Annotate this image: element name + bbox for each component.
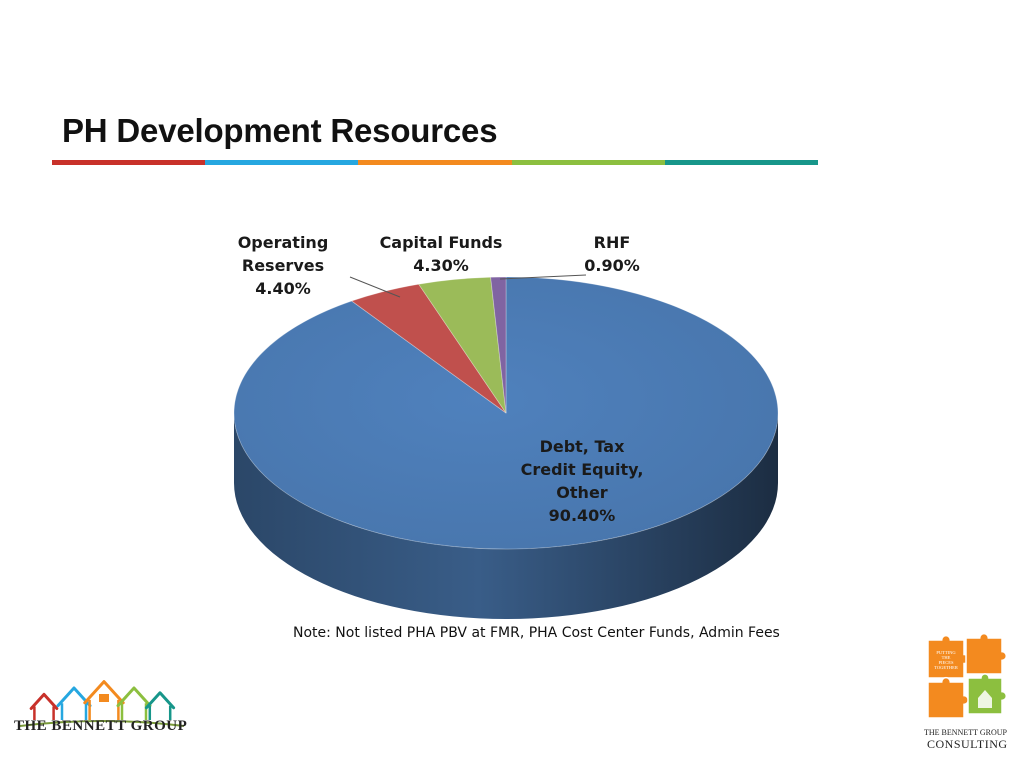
title-rule-segment-2: [205, 160, 359, 165]
house-icon: [116, 686, 152, 720]
title-rule-segment-1: [52, 160, 206, 165]
house-icon: [29, 692, 59, 720]
bennett-group-logo: [19, 680, 185, 727]
house-icon: [56, 686, 92, 720]
title-rule-segment-4: [511, 160, 665, 165]
logo-swoosh: [19, 720, 185, 727]
pie-label-2: Operating Reserves 4.40%: [238, 233, 329, 298]
title-rule-segment-3: [358, 160, 512, 165]
pie-chart: Debt, Tax Credit Equity, Other 90.40% Operat…: [233, 233, 779, 619]
pie-label-1: Debt, Tax Credit Equity, Other 90.40%: [521, 437, 644, 525]
puzzle-piece-icon: [965, 632, 1008, 675]
house-icon: [978, 690, 992, 708]
title-rule: [52, 160, 819, 165]
pie-slice-2: [350, 283, 507, 414]
pie-leader-line-2: [349, 276, 401, 298]
chart-note: Note: Not listed PHA PBV at FMR, PHA Cos…: [293, 625, 780, 641]
slide-title: PH Development Resources: [62, 112, 498, 149]
pie-label-3: Capital Funds 4.30%: [380, 233, 503, 275]
puzzle-tagline-word: PIECES: [938, 660, 954, 665]
pie-side-wall: [234, 413, 778, 619]
puzzle-tagline-word: PUTTING: [936, 650, 956, 655]
consulting-logo-line1: THE BENNETT GROUP: [924, 728, 1007, 737]
pie-slice-1: [233, 276, 779, 550]
puzzle-piece-icon: [927, 676, 970, 719]
title-rule-segment-5: [664, 160, 819, 165]
pie-slice-3: [418, 276, 507, 414]
consulting-logo-line2: CONSULTING: [927, 737, 1008, 751]
puzzle-piece-icon: [927, 634, 970, 679]
pie-label-4: RHF 0.90%: [584, 233, 640, 275]
pie-slice-4: [490, 276, 507, 414]
pie-leader-line-4: [499, 274, 587, 280]
puzzle-tagline-word: TOGETHER: [934, 665, 958, 670]
house-icon: [144, 691, 176, 720]
puzzle-tagline-word: THE: [942, 655, 951, 660]
bennett-group-logo-text: THE BENNETT GROUP: [14, 718, 188, 734]
